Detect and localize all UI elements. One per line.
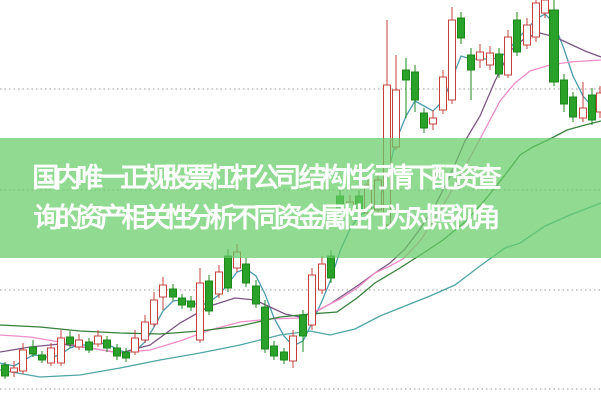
candle-down	[560, 79, 568, 105]
candle-down	[66, 336, 74, 345]
candle-down	[402, 69, 410, 81]
candle-up	[75, 339, 83, 348]
candle-up	[215, 271, 223, 295]
candle-up	[579, 107, 587, 119]
candle-up	[141, 321, 149, 341]
candle-up	[523, 24, 531, 46]
candle-down	[187, 300, 195, 308]
candle-down	[205, 280, 213, 312]
candle-up	[476, 51, 484, 61]
candle-up	[439, 76, 447, 111]
candle-down	[178, 297, 186, 306]
candle-down	[261, 306, 269, 350]
candle-up	[19, 349, 27, 372]
candle-down	[270, 345, 278, 357]
candle-up	[504, 36, 512, 76]
candle-down	[224, 255, 232, 289]
candle-up	[196, 282, 204, 341]
candle-down	[411, 71, 419, 101]
candle-up	[596, 92, 601, 113]
candle-down	[1, 364, 9, 377]
candle-up	[486, 52, 494, 66]
headline-overlay: 国内唯一正规股票杠杆公司 结构性行情下配资查 询的资产相关性分析不同资金属性行为…	[0, 138, 601, 258]
candle-down	[299, 314, 307, 337]
candle-up	[308, 274, 316, 326]
candle-down	[569, 96, 577, 118]
candle-down	[513, 19, 521, 53]
candle-up	[10, 367, 18, 373]
candle-down	[113, 347, 121, 357]
candle-up	[150, 299, 158, 325]
candle-up	[57, 337, 65, 364]
candle-up	[289, 335, 297, 362]
candle-up	[429, 117, 437, 125]
headline-line-1: 国内唯一正规股票杠杆公司 结构性行情下配资查	[32, 163, 502, 193]
candle-down	[588, 94, 596, 121]
candle-down	[549, 9, 559, 83]
candle-down	[495, 53, 503, 75]
candle-up	[131, 337, 139, 353]
candle-down	[252, 285, 260, 305]
candle-down	[122, 351, 130, 359]
candle-down	[29, 346, 37, 355]
candle-down	[457, 17, 465, 39]
candle-down	[327, 255, 335, 279]
candle-down	[420, 112, 428, 129]
candle-down	[467, 54, 475, 71]
candle-up	[159, 284, 167, 298]
candle-down	[85, 341, 93, 351]
candle-up	[448, 19, 456, 101]
candle-up	[541, 0, 549, 14]
candle-down	[169, 288, 177, 298]
candle-up	[318, 263, 326, 291]
candle-up	[47, 347, 55, 364]
candle-up	[94, 335, 102, 345]
headline-line-2: 询的资产相关性分析不同资金属性行为对照视角	[33, 203, 501, 233]
candle-down	[280, 351, 288, 361]
candle-down	[103, 339, 111, 349]
candle-up	[532, 2, 540, 38]
candle-down	[38, 354, 46, 361]
candle-down	[242, 263, 250, 284]
